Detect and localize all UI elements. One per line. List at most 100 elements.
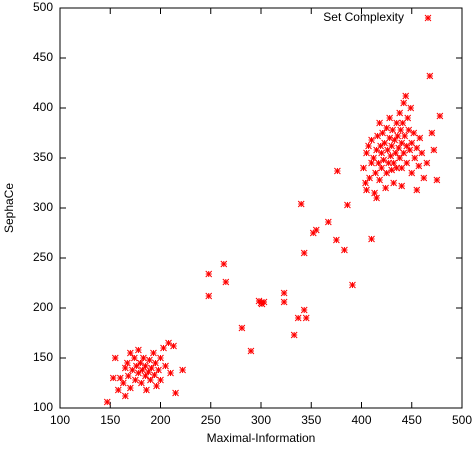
point <box>341 246 348 254</box>
point <box>375 159 382 167</box>
point <box>238 324 246 332</box>
point <box>396 109 404 117</box>
x-tick-label: 150 <box>100 413 120 427</box>
point <box>123 359 131 367</box>
point <box>368 235 375 243</box>
point <box>404 114 412 122</box>
point <box>397 126 405 134</box>
y-tick-label: 450 <box>33 50 53 64</box>
x-axis-label: Maximal-Information <box>207 431 316 445</box>
legend-label: Set Complexity <box>323 10 404 24</box>
point <box>403 159 411 167</box>
point <box>172 389 179 397</box>
point <box>436 112 444 120</box>
point <box>400 149 408 157</box>
point <box>430 146 438 154</box>
point <box>132 376 139 384</box>
point <box>395 144 403 152</box>
point <box>103 398 111 406</box>
point <box>390 159 398 167</box>
point <box>398 164 406 172</box>
point <box>137 359 144 367</box>
point <box>205 292 213 300</box>
point <box>222 278 230 286</box>
point <box>423 159 431 167</box>
point <box>324 218 332 226</box>
point <box>155 366 162 374</box>
x-tick-label: 350 <box>301 413 321 427</box>
point <box>157 354 164 362</box>
point <box>376 119 383 127</box>
point <box>371 189 378 197</box>
point <box>135 369 142 377</box>
point <box>165 339 172 347</box>
point <box>247 347 255 355</box>
point <box>411 154 419 162</box>
point <box>426 72 434 80</box>
point <box>142 362 149 370</box>
point <box>413 186 421 194</box>
point <box>368 136 375 144</box>
y-axis-label: SephaCe <box>2 183 16 233</box>
x-tick-label: 250 <box>201 413 221 427</box>
point <box>205 270 213 278</box>
point <box>116 374 124 382</box>
point <box>179 366 186 374</box>
point <box>135 346 142 354</box>
point <box>408 139 416 147</box>
point <box>402 92 410 100</box>
point <box>403 142 411 150</box>
point <box>151 371 158 379</box>
point <box>300 306 308 314</box>
point <box>378 164 385 172</box>
point <box>373 194 380 202</box>
point <box>398 139 406 147</box>
point <box>398 182 406 190</box>
point <box>382 184 389 192</box>
point <box>139 366 146 374</box>
point <box>363 149 370 157</box>
x-tick-label: 200 <box>150 413 170 427</box>
point <box>401 132 409 140</box>
point <box>390 179 398 187</box>
point <box>148 364 155 372</box>
point <box>416 134 424 142</box>
point <box>145 368 152 376</box>
point <box>391 136 399 144</box>
y-tick-label: 400 <box>33 100 53 114</box>
point <box>129 366 136 374</box>
x-tick-label: 500 <box>452 413 472 427</box>
point <box>309 229 317 237</box>
point <box>150 349 157 357</box>
point <box>138 379 145 387</box>
point <box>109 374 117 382</box>
point <box>373 146 380 154</box>
point <box>146 356 153 364</box>
point <box>368 159 375 167</box>
point <box>379 129 386 137</box>
point <box>388 166 396 174</box>
point <box>385 159 392 167</box>
y-tick-label: 300 <box>33 200 53 214</box>
point <box>147 376 154 384</box>
point <box>124 372 132 380</box>
point <box>280 298 288 306</box>
x-tick-label: 100 <box>50 413 70 427</box>
point <box>258 300 266 308</box>
legend-marker <box>424 14 432 22</box>
point <box>334 167 341 175</box>
y-tick-label: 250 <box>33 250 53 264</box>
point <box>280 289 288 297</box>
point <box>392 149 400 157</box>
x-tick-label: 400 <box>351 413 371 427</box>
point <box>374 132 381 140</box>
point <box>394 132 402 140</box>
point <box>126 384 134 392</box>
point <box>415 162 423 170</box>
x-tick-label: 300 <box>251 413 271 427</box>
point <box>133 362 140 370</box>
point <box>312 226 320 234</box>
y-tick-label: 200 <box>33 300 53 314</box>
plot-frame <box>59 7 463 409</box>
